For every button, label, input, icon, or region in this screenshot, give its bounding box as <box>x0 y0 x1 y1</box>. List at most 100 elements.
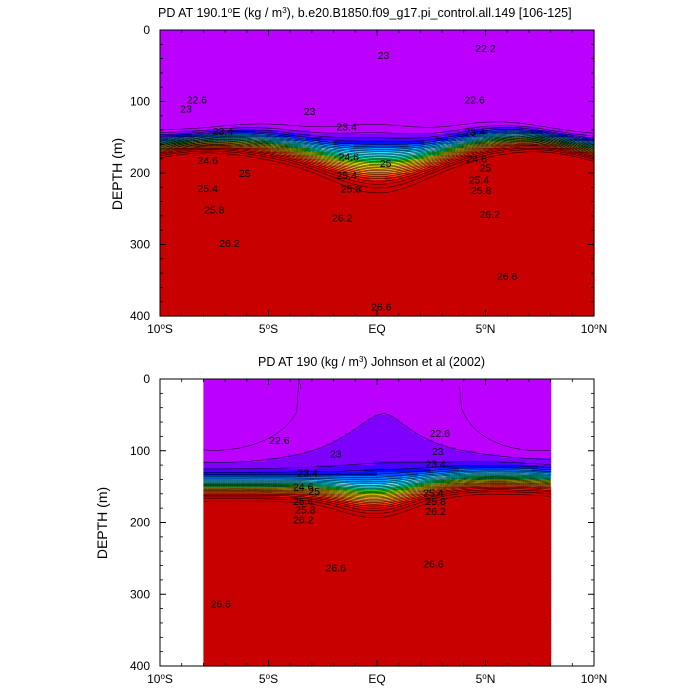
contour-cell <box>444 55 449 59</box>
contour-cell <box>551 166 556 170</box>
contour-cell <box>353 116 358 120</box>
contour-cell <box>306 191 311 195</box>
contour-cell <box>397 84 402 88</box>
contour-cell <box>345 59 350 63</box>
contour-cell <box>278 48 283 52</box>
contour-cell <box>270 102 275 106</box>
contour-cell <box>168 184 173 188</box>
contour-cell <box>543 94 548 98</box>
contour-cell <box>267 66 272 70</box>
contour-cell <box>499 102 504 106</box>
contour-cell <box>551 102 556 106</box>
contour-cell <box>393 94 398 98</box>
contour-cell <box>330 130 335 134</box>
contour-cell <box>401 94 406 98</box>
contour-cell <box>255 84 260 88</box>
contour-cell <box>456 84 461 88</box>
contour-cell <box>286 87 291 91</box>
contour-cell <box>499 105 504 109</box>
contour-cell <box>235 162 240 166</box>
contour-cell <box>476 76 481 80</box>
contour-cell <box>176 191 181 195</box>
contour-cell <box>298 41 303 45</box>
contour-cell <box>515 159 520 163</box>
contour-cell <box>267 69 272 73</box>
contour-cell <box>263 119 268 123</box>
contour-cell <box>444 102 449 106</box>
contour-cell <box>381 80 386 84</box>
contour-cell <box>361 62 366 66</box>
contour-cell <box>468 73 473 77</box>
contour-cell <box>168 116 173 120</box>
contour-cell <box>377 87 382 91</box>
contour-cell <box>341 62 346 66</box>
contour-cell <box>409 30 414 34</box>
contour-cell <box>338 116 343 120</box>
contour-cell <box>409 105 414 109</box>
contour-cell <box>345 102 350 106</box>
contour-cell <box>172 69 177 73</box>
contour-cell <box>274 48 279 52</box>
contour-cell <box>420 91 425 95</box>
contour-cell <box>168 34 173 38</box>
contour-cell <box>373 76 378 80</box>
contour-cell <box>334 59 339 63</box>
contour-cell <box>393 41 398 45</box>
contour-cell <box>267 76 272 80</box>
contour-cell <box>389 109 394 113</box>
contour-cell <box>448 41 453 45</box>
contour-cell <box>180 159 185 163</box>
contour-cell <box>278 177 283 181</box>
contour-cell <box>231 66 236 70</box>
contour-cell <box>558 30 563 34</box>
contour-cell <box>495 94 500 98</box>
contour-cell <box>515 112 520 116</box>
contour-cell <box>345 73 350 77</box>
contour-cell <box>562 69 567 73</box>
contour-cell <box>413 94 418 98</box>
contour-cell <box>385 102 390 106</box>
contour-cell <box>570 76 575 80</box>
contour-cell <box>558 112 563 116</box>
contour-cell <box>393 48 398 52</box>
contour-cell <box>507 159 512 163</box>
contour-cell <box>381 102 386 106</box>
contour-cell <box>290 191 295 195</box>
contour-cell <box>543 91 548 95</box>
contour-cell <box>263 105 268 109</box>
contour-cell <box>570 187 575 191</box>
contour-cell <box>401 91 406 95</box>
contour-cell <box>338 37 343 41</box>
contour-cell <box>491 69 496 73</box>
contour-cell <box>196 177 201 181</box>
contour-cell <box>160 80 165 84</box>
contour-cell <box>270 177 275 181</box>
contour-cell <box>278 62 283 66</box>
contour-cell <box>211 62 216 66</box>
contour-cell <box>420 123 425 127</box>
contour-cell <box>397 48 402 52</box>
contour-cell <box>302 87 307 91</box>
contour-cell <box>196 119 201 123</box>
contour-cell <box>389 98 394 102</box>
contour-cell <box>255 66 260 70</box>
contour-cell <box>192 51 197 55</box>
contour-cell <box>535 66 540 70</box>
contour-cell <box>539 51 544 55</box>
contour-cell <box>361 69 366 73</box>
contour-cell <box>369 66 374 70</box>
contour-cell <box>188 41 193 45</box>
contour-cell <box>543 116 548 120</box>
contour-cell <box>456 109 461 113</box>
contour-cell <box>507 94 512 98</box>
contour-cell <box>184 41 189 45</box>
contour-cell <box>274 134 279 138</box>
contour-cell <box>274 66 279 70</box>
contour-cell <box>503 48 508 52</box>
contour-cell <box>247 180 252 184</box>
contour-cell <box>424 94 429 98</box>
contour-cell <box>562 109 567 113</box>
contour-cell <box>499 59 504 63</box>
contour-cell <box>302 191 307 195</box>
contour-cell <box>294 91 299 95</box>
